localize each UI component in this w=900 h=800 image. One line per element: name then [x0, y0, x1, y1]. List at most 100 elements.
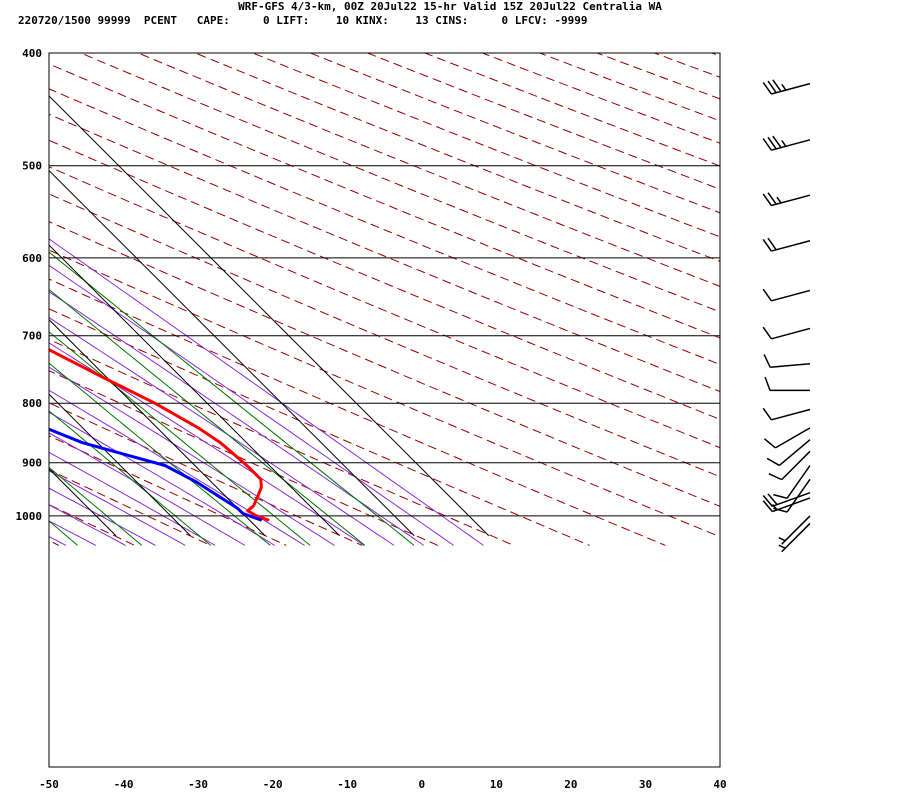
dry-adiabat	[595, 53, 720, 100]
moist-adiabat	[49, 389, 305, 546]
temperature-tick-label: 10	[490, 778, 503, 791]
temperature-tick-label: 0	[418, 778, 425, 791]
wind-barb	[762, 407, 811, 421]
wind-barb	[762, 497, 811, 513]
wind-barb-staff	[771, 327, 811, 340]
wind-barb-half-feather	[781, 83, 787, 91]
dry-adiabat	[49, 278, 666, 546]
dry-adiabat	[49, 504, 135, 546]
dry-adiabat	[49, 88, 720, 366]
mixing-ratio-line	[49, 331, 311, 546]
profiles	[49, 347, 270, 522]
moist-adiabat	[49, 342, 365, 546]
wind-barb-staff	[778, 439, 811, 467]
dry-adiabat	[49, 402, 363, 546]
temperature-tick-label: -10	[337, 778, 357, 791]
wind-barb-staff	[771, 239, 811, 252]
wind-barb	[778, 522, 811, 553]
wind-barb-feather	[766, 457, 780, 467]
temperature-tick-label: -50	[39, 778, 59, 791]
wind-barb-feather	[767, 493, 778, 506]
mixing-ratio-line	[49, 288, 366, 546]
dry-adiabat	[79, 53, 720, 313]
isotherm-line	[49, 169, 415, 537]
temperature-tick-label: 40	[713, 778, 726, 791]
wind-barb-staff	[772, 491, 811, 508]
dry-adiabat	[308, 53, 720, 214]
wind-barb	[763, 354, 811, 369]
dry-adiabat	[653, 53, 720, 78]
moist-adiabat	[49, 504, 126, 546]
dry-adiabat	[251, 53, 720, 238]
temperature-tick-label: -30	[188, 778, 208, 791]
mixing-ratio-line	[49, 251, 415, 546]
dry-adiabat	[49, 469, 211, 546]
wind-barb	[762, 491, 811, 508]
dry-adiabat	[49, 249, 720, 538]
dry-adiabat	[710, 53, 720, 57]
wind-barb-staff	[771, 289, 811, 302]
isotherm-line	[49, 244, 341, 537]
moist-adiabat	[49, 291, 425, 546]
wind-barb-staff	[781, 450, 811, 481]
wind-barb-feather	[773, 493, 788, 499]
isotherm-line	[49, 393, 191, 537]
moist-adiabat	[49, 470, 186, 546]
temperature-tick-label: -20	[263, 778, 283, 791]
moist-adiabat	[49, 264, 454, 546]
wind-barb-feather	[762, 193, 772, 206]
moist-adiabat	[0, 27, 6, 545]
wind-barb-half-feather	[771, 503, 778, 511]
wind-barb	[764, 376, 810, 392]
pressure-tick-label: 700	[22, 330, 42, 343]
wind-barb-feather	[763, 438, 776, 449]
dry-adiabat	[49, 139, 720, 420]
wind-barb-feather	[762, 500, 773, 513]
mixing-ratio-line	[49, 362, 271, 546]
wind-barb-feather	[762, 138, 772, 151]
wind-barb-staff	[771, 408, 811, 421]
temperature-tick-label: 30	[639, 778, 652, 791]
wind-barb	[762, 288, 811, 302]
wind-barb-half-feather	[778, 544, 786, 549]
wind-barb-staff	[771, 82, 811, 95]
wind-barb	[762, 326, 811, 340]
wind-barb-staff	[774, 427, 811, 449]
wind-barb-feather	[762, 81, 772, 95]
dry-adiabat	[49, 193, 720, 478]
pressure-tick-label: 1000	[16, 510, 43, 523]
moist-adiabat	[49, 317, 395, 546]
moist-adiabat	[49, 451, 216, 546]
dry-adiabat	[49, 370, 439, 546]
dry-adiabat	[49, 338, 514, 546]
wind-barb	[762, 79, 811, 95]
dry-adiabat	[49, 113, 720, 393]
dry-adiabat	[423, 53, 720, 167]
wind-barb-half-feather	[776, 196, 782, 204]
wind-barb-staff	[786, 478, 811, 513]
wind-barb-feather	[762, 495, 773, 507]
background-lines	[0, 27, 720, 546]
stability-indices: 220720/1500 99999 PCENT CAPE: 0 LIFT: 10…	[18, 14, 588, 27]
dry-adiabat	[49, 63, 720, 339]
pressure-tick-label: 900	[22, 457, 42, 470]
dry-adiabat	[49, 221, 720, 507]
pressure-tick-label: 600	[22, 252, 42, 265]
wind-barb-half-feather	[778, 537, 786, 542]
wind-barb-half-feather	[781, 140, 787, 147]
wind-barb-feather	[768, 473, 783, 481]
wind-barb-feather	[767, 192, 777, 205]
dry-adiabat	[481, 53, 720, 144]
wind-barb-staff	[771, 139, 811, 151]
plot-frame	[48, 52, 721, 768]
wind-barb-feather	[772, 79, 782, 92]
moist-adiabat	[49, 520, 97, 546]
wind-barb-staff	[771, 194, 811, 207]
isotherm-line	[49, 318, 266, 537]
sounding-title: WRF-GFS 4/3-km, 00Z 20Jul22 15-hr Valid …	[238, 0, 662, 13]
moist-adiabat	[49, 366, 335, 546]
wind-barb	[778, 515, 811, 545]
wind-barb-staff	[781, 522, 811, 553]
temperature-profile	[49, 347, 270, 522]
